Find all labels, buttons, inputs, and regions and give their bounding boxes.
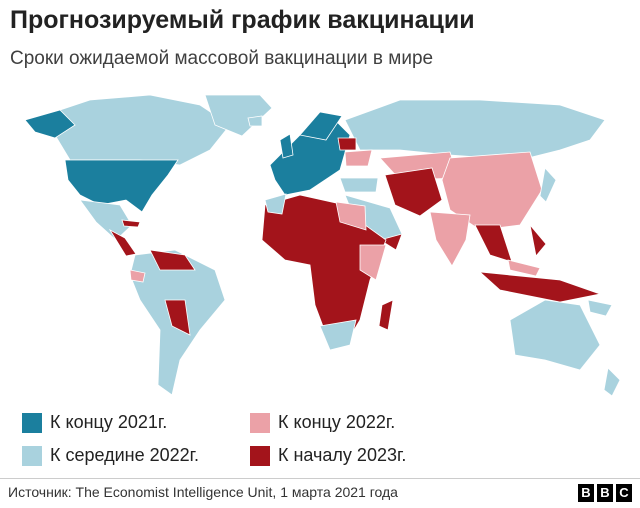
region [344, 99, 606, 161]
region [24, 109, 76, 139]
title: Прогнозируемый график вакцинации [10, 6, 475, 34]
legend-item: К концу 2021г. [22, 412, 167, 433]
legend-label: К началу 2023г. [278, 445, 407, 465]
legend-item: К началу 2023г. [250, 445, 406, 466]
region [79, 199, 133, 241]
region [121, 219, 141, 228]
subtitle: Сроки ожидаемой массовой вакцинации в ми… [10, 48, 434, 69]
legend-label: К концу 2022г. [278, 412, 396, 432]
region [359, 244, 387, 281]
legend-swatch [250, 445, 270, 466]
region [384, 167, 443, 217]
region [247, 115, 263, 127]
region [378, 299, 394, 331]
legend-swatch [22, 445, 42, 466]
legend-item: К середине 2022г. [22, 445, 199, 466]
legend-swatch [250, 412, 270, 433]
divider [0, 478, 640, 479]
region [279, 133, 294, 159]
logo-letter: B [578, 484, 594, 502]
region [64, 159, 179, 213]
region [379, 233, 403, 251]
region [23, 94, 231, 166]
region [603, 367, 621, 397]
region [264, 193, 287, 215]
region [344, 149, 373, 167]
logo-letter: C [616, 484, 632, 502]
region [319, 319, 357, 351]
source: Источник: The Economist Intelligence Uni… [8, 484, 398, 500]
world-map [23, 94, 621, 397]
region [337, 137, 357, 151]
region [587, 299, 613, 317]
region [529, 223, 547, 257]
region [507, 259, 541, 277]
region [149, 249, 196, 271]
region [478, 271, 602, 303]
legend-item: К концу 2022г. [250, 412, 395, 433]
legend-label: К концу 2021г. [50, 412, 168, 432]
region [299, 111, 343, 141]
region [164, 299, 191, 336]
region [335, 201, 367, 231]
region [339, 177, 379, 193]
region [429, 211, 471, 267]
region [539, 167, 557, 203]
region [474, 224, 513, 263]
logo: B B C [578, 484, 632, 502]
logo-letter: B [597, 484, 613, 502]
region [108, 228, 137, 257]
legend-swatch [22, 412, 42, 433]
region [509, 299, 601, 371]
legend-label: К середине 2022г. [50, 445, 200, 465]
region [129, 269, 146, 283]
